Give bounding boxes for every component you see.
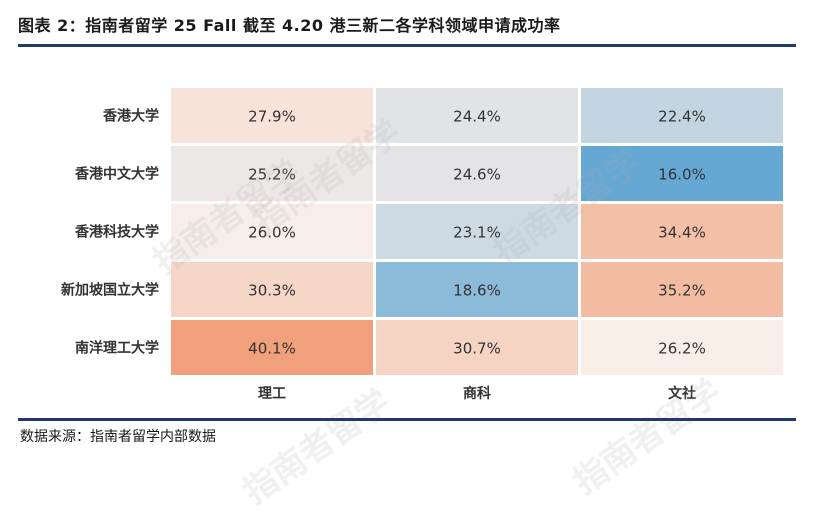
heatmap-cell [171, 262, 373, 317]
bottom-rule [18, 418, 796, 421]
heatmap-cell [581, 262, 783, 317]
top-rule [18, 44, 796, 47]
heatmap-cell [171, 88, 373, 143]
heatmap-cell [171, 204, 373, 259]
heatmap-cell [376, 88, 578, 143]
heatmap-cell [376, 146, 578, 201]
row-label: 南洋理工大学 [75, 340, 159, 357]
cell-value-label: 23.1% [453, 224, 501, 242]
cell-value-label: 18.6% [453, 282, 501, 300]
heatmap-cell [376, 320, 578, 375]
heatmap-cell [171, 320, 373, 375]
cell-value-label: 26.2% [658, 340, 706, 358]
row-label: 新加坡国立大学 [61, 282, 159, 299]
heatmap-cell [376, 204, 578, 259]
cell-value-label: 24.4% [453, 108, 501, 126]
column-label: 商科 [463, 385, 491, 402]
column-label: 理工 [258, 386, 286, 402]
row-label: 香港科技大学 [74, 224, 159, 241]
column-label: 文社 [668, 385, 696, 402]
cell-value-label: 34.4% [658, 224, 706, 242]
cell-value-label: 22.4% [658, 108, 706, 126]
chart-title: 图表 2：指南者留学 25 Fall 截至 4.20 港三新二各学科领域申请成功… [18, 16, 561, 35]
heatmap-cell [581, 146, 783, 201]
cell-value-label: 25.2% [248, 166, 296, 184]
heatmap-cell [581, 320, 783, 375]
cell-value-label: 35.2% [658, 282, 706, 300]
cell-value-label: 30.7% [453, 340, 501, 358]
cell-value-label: 24.6% [453, 166, 501, 184]
cell-value-label: 27.9% [248, 108, 296, 126]
row-label: 香港大学 [102, 108, 159, 125]
cell-value-label: 40.1% [248, 340, 296, 358]
heatmap-cell [376, 262, 578, 317]
row-label: 香港中文大学 [74, 166, 159, 183]
source-note: 数据来源：指南者留学内部数据 [20, 429, 216, 445]
heatmap-cell [581, 204, 783, 259]
cell-value-label: 30.3% [248, 282, 296, 300]
heatmap-chart: 香港大学 27.9% 24.4% 22.4% 香港中文大学 25.2% 24.6% 16.0%… [61, 88, 783, 402]
heatmap-cell [171, 146, 373, 201]
cell-value-label: 26.0% [248, 224, 296, 242]
heatmap-cell [581, 88, 783, 143]
cell-value-label: 16.0% [658, 166, 706, 184]
